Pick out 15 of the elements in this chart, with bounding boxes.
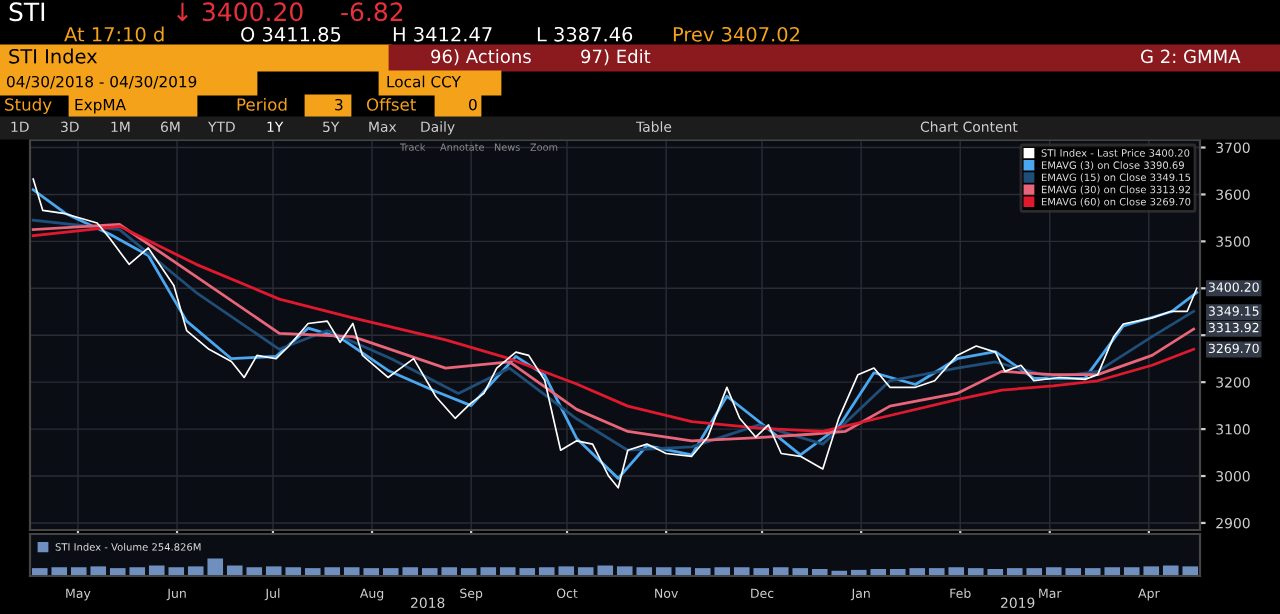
text: 97) Edit (581, 49, 651, 66)
text: STI (9, 2, 45, 22)
text: At 17:10 d (64, 26, 164, 42)
text: L 3387.46 (537, 26, 633, 42)
text: 96) Actions (431, 49, 531, 66)
text: Study (5, 97, 52, 115)
chart-title: STI Index (9, 48, 98, 64)
text: O 3411.85 (241, 26, 341, 42)
text: Period (237, 97, 287, 111)
text: G 2: GMMA (1141, 49, 1241, 64)
text: ↓ 3400.20 (177, 2, 303, 22)
text: Prev 3407.02 (673, 26, 800, 42)
text: -6.82 (341, 2, 403, 22)
text: Offset (366, 97, 416, 111)
text: H 3412.47 (393, 26, 492, 42)
